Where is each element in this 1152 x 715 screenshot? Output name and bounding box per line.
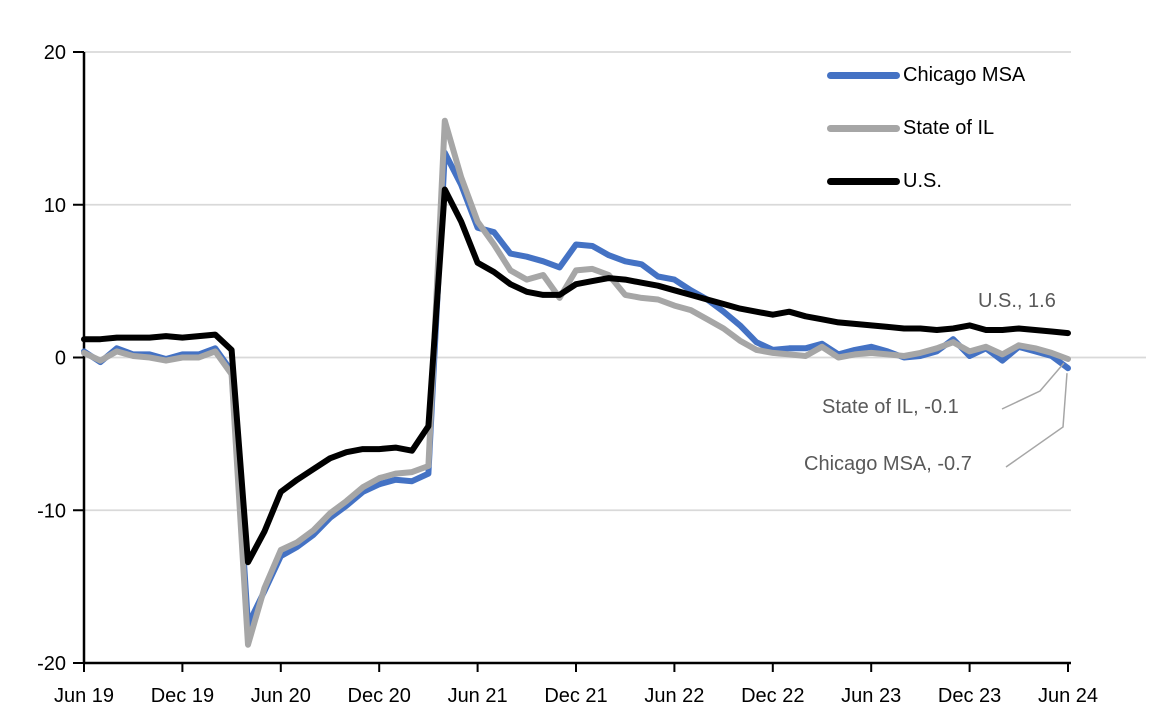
u-s-line xyxy=(81,186,1071,566)
state-of-il-line xyxy=(81,117,1071,648)
x-tick-label: Jun 21 xyxy=(448,685,508,707)
x-tick-label: Jun 20 xyxy=(251,685,311,707)
legend-swatch-chicago-msa xyxy=(827,71,900,79)
x-tick-label: Jun 24 xyxy=(1038,685,1098,707)
legend-label-chicago-msa: Chicago MSA xyxy=(903,64,1026,86)
legend-swatch-us xyxy=(827,177,900,185)
chicago-msa-end-label: Chicago MSA, -0.7 xyxy=(804,453,972,475)
legend-label-us: U.S. xyxy=(903,170,942,192)
y-tick-label: 0 xyxy=(55,348,66,370)
us-end-label: U.S., 1.6 xyxy=(978,290,1056,312)
x-tick-label: Dec 20 xyxy=(348,685,411,707)
y-tick-label: -10 xyxy=(37,500,66,522)
x-tick-label: Jun 19 xyxy=(54,685,114,707)
state-of-il-end-label: State of IL, -0.1 xyxy=(822,396,959,418)
y-tick-label: -20 xyxy=(37,653,66,675)
x-tick-label: Dec 22 xyxy=(741,685,804,707)
x-tick-label: Dec 19 xyxy=(151,685,214,707)
legend-label-state-of-il: State of IL xyxy=(903,117,995,139)
x-tick-label: Dec 21 xyxy=(544,685,607,707)
y-tick-label: 10 xyxy=(44,195,66,217)
chicago-msa-leader-line xyxy=(1005,373,1068,468)
legend-item-chicago-msa: Chicago MSA xyxy=(827,64,1025,86)
legend-swatch-state-of-il xyxy=(827,124,900,132)
y-tick-label: 20 xyxy=(44,42,66,64)
state-of-il-leader-line xyxy=(1001,362,1065,410)
x-tick-label: Jun 23 xyxy=(841,685,901,707)
legend-item-state-of-il: State of IL xyxy=(827,117,1025,139)
x-tick-label: Dec 23 xyxy=(938,685,1001,707)
x-tick-label: Jun 22 xyxy=(644,685,704,707)
legend: Chicago MSA State of IL U.S. xyxy=(827,64,1025,223)
legend-item-us: U.S. xyxy=(827,170,1025,192)
